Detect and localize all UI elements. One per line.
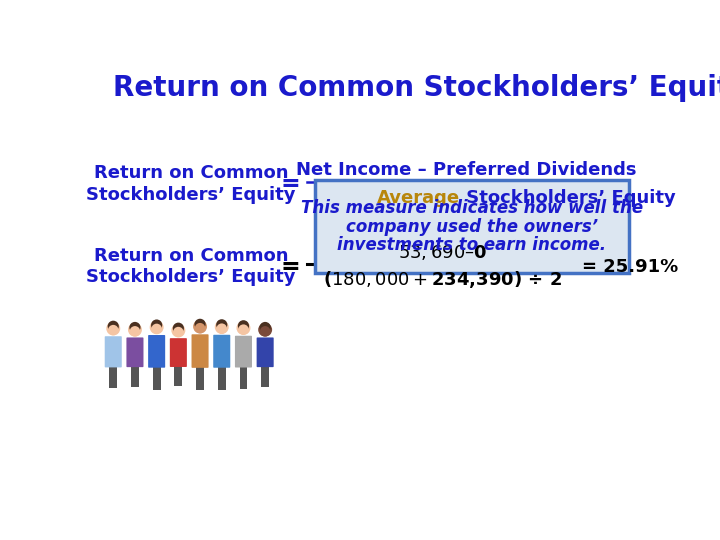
Text: = 25.91%: = 25.91%: [582, 258, 678, 275]
FancyBboxPatch shape: [315, 180, 629, 273]
FancyBboxPatch shape: [104, 336, 122, 367]
Circle shape: [108, 321, 119, 332]
Bar: [153, 364, 161, 389]
Text: Net Income – Preferred Dividends: Net Income – Preferred Dividends: [296, 161, 636, 179]
Text: Stockholders’ Equity: Stockholders’ Equity: [459, 189, 675, 207]
Text: $53,690 – $0: $53,690 – $0: [398, 243, 487, 262]
Text: Stockholders’ Equity: Stockholders’ Equity: [86, 268, 295, 286]
Circle shape: [108, 325, 119, 335]
Bar: [240, 364, 248, 389]
Text: investments to earn income.: investments to earn income.: [337, 236, 606, 254]
FancyBboxPatch shape: [213, 335, 230, 368]
Text: Return on Common: Return on Common: [94, 247, 288, 265]
Circle shape: [173, 322, 184, 334]
Bar: [218, 364, 225, 390]
Circle shape: [236, 321, 251, 335]
Text: =: =: [280, 172, 300, 196]
Circle shape: [260, 322, 271, 333]
Bar: [131, 364, 139, 387]
Circle shape: [151, 320, 162, 330]
Text: Return on Common: Return on Common: [94, 164, 288, 183]
FancyBboxPatch shape: [148, 335, 165, 368]
Text: =: =: [280, 254, 300, 279]
Circle shape: [195, 323, 205, 333]
Circle shape: [128, 323, 142, 336]
FancyBboxPatch shape: [256, 338, 274, 367]
Circle shape: [151, 323, 162, 334]
FancyBboxPatch shape: [127, 338, 143, 367]
Text: company used the owners’: company used the owners’: [346, 218, 598, 235]
Circle shape: [258, 323, 272, 336]
Bar: [109, 364, 117, 388]
Circle shape: [215, 320, 229, 334]
Bar: [196, 364, 204, 390]
Circle shape: [171, 323, 185, 338]
Text: Return on Common Stockholders’ Equity: Return on Common Stockholders’ Equity: [113, 74, 720, 102]
Circle shape: [238, 320, 249, 331]
Text: This measure indicates how well the: This measure indicates how well the: [301, 199, 643, 217]
Circle shape: [130, 322, 140, 333]
FancyBboxPatch shape: [192, 334, 209, 368]
FancyBboxPatch shape: [170, 338, 187, 367]
Bar: [261, 364, 269, 387]
Circle shape: [217, 323, 227, 334]
Circle shape: [216, 319, 228, 330]
Circle shape: [194, 319, 206, 330]
Circle shape: [107, 322, 120, 335]
Circle shape: [260, 326, 271, 336]
Circle shape: [150, 320, 163, 334]
Text: Stockholders’ Equity: Stockholders’ Equity: [86, 186, 295, 204]
FancyBboxPatch shape: [235, 336, 252, 368]
Circle shape: [238, 325, 248, 335]
Text: Average: Average: [377, 189, 459, 207]
Circle shape: [130, 326, 140, 336]
Text: ($180,000 + $234,390) ÷ 2: ($180,000 + $234,390) ÷ 2: [323, 269, 562, 290]
Circle shape: [173, 327, 184, 337]
Circle shape: [193, 320, 207, 334]
Bar: [174, 364, 182, 386]
